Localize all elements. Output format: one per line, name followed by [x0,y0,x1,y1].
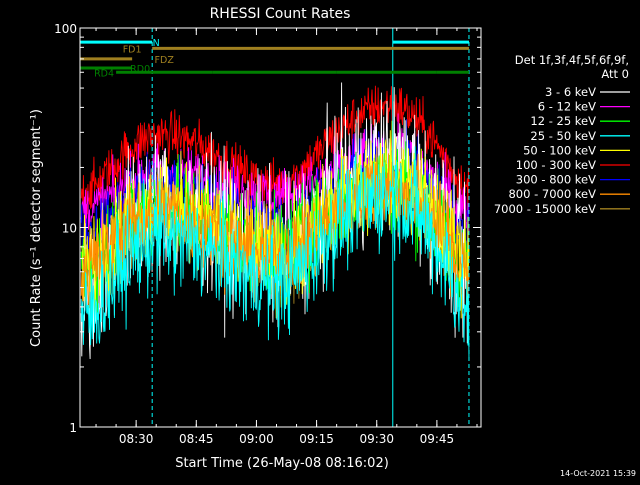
flag-fdz-label: FDZ [155,55,175,66]
footer-date: 14-Oct-2021 15:39 [560,469,636,478]
legend-label-5: 100 - 300 keV [516,158,596,172]
y-tick-label-2: 100 [54,22,77,36]
x-tick-label-0: 08:30 [119,432,154,446]
x-tick-label-1: 08:45 [179,432,214,446]
legend-label-7: 800 - 7000 keV [508,187,596,201]
y-tick-label-1: 10 [62,222,77,236]
x-tick-label-2: 09:00 [239,432,274,446]
flag-n-label: N [153,38,160,49]
plot-area: N FD1 FDZ RD0 RD4 08:30 08:45 09:00 09:15 09:30 09… [54,22,482,446]
legend-label-0: 3 - 6 keV [545,85,596,99]
series-25-50-kev-line [80,146,470,361]
legend-label-3: 25 - 50 keV [530,129,596,143]
x-axis-label: Start Time (26-May-08 08:16:02) [175,456,389,471]
data-series-group [80,82,470,361]
legend-label-1: 6 - 12 keV [538,100,596,114]
flag-rd0-label: RD0 [130,64,150,75]
x-tick-label-5: 09:45 [420,432,455,446]
series-100-300-kev-line [80,85,470,215]
flag-fd1-label: FD1 [123,44,142,55]
x-tick-label-4: 09:30 [359,432,394,446]
legend-label-6: 300 - 800 keV [516,173,596,187]
legend-label-8: 7000 - 15000 keV [494,202,596,216]
y-tick-label-0: 1 [69,421,77,435]
legend: Det 1f,3f,4f,5f,6f,9f, Att 0 3 - 6 keV6 … [494,53,630,216]
flag-rd4-label: RD4 [94,68,114,79]
legend-detector-line-2: Att 0 [601,67,629,81]
series-800-7000-kev-line [80,146,470,318]
y-axis-label: Count Rate (s⁻¹ detector segment⁻¹) [29,109,44,347]
legend-label-4: 50 - 100 keV [523,143,596,157]
legend-detector-line-1: Det 1f,3f,4f,5f,6f,9f, [515,53,629,67]
chart-title: RHESSI Count Rates [210,6,351,22]
x-tick-label-3: 09:15 [299,432,334,446]
legend-label-2: 12 - 25 keV [530,114,596,128]
